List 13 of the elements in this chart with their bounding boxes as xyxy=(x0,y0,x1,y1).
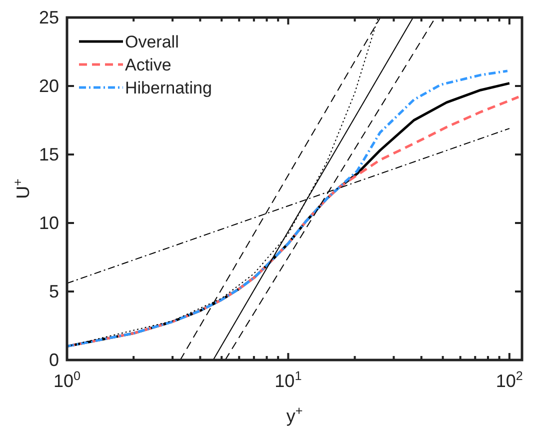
x-tick-label: 10$^{1}$ xyxy=(274,369,302,391)
x-tick-label: 10$^{0}$ xyxy=(53,369,81,391)
y-tick-label: 0 xyxy=(48,350,59,370)
x-axis-title: y$^{+}$ xyxy=(286,404,303,426)
y-tick-label: 20 xyxy=(38,76,59,96)
y-tick-label: 10 xyxy=(38,213,59,233)
x-tick-label: 10$^{2}$ xyxy=(496,369,523,391)
legend-label: Hibernating xyxy=(125,78,212,98)
y-tick-label: 15 xyxy=(38,144,59,164)
y-tick-label: 5 xyxy=(48,282,59,302)
legend-label: Overall xyxy=(125,32,179,52)
y-tick-label: 25 xyxy=(38,8,59,28)
legend-label: Active xyxy=(125,56,172,74)
